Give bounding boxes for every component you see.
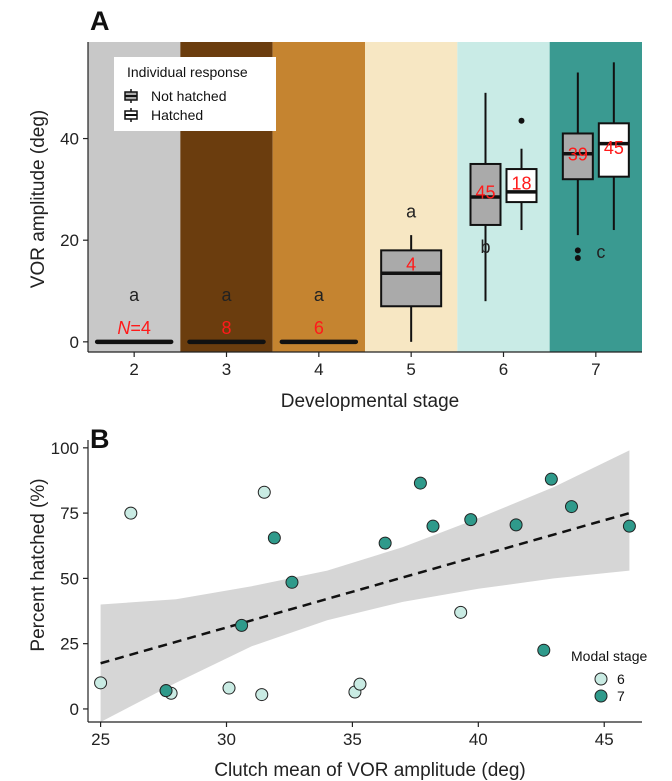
sample-size-stage-6-hatched: 18 <box>511 174 531 194</box>
stage-band-7 <box>549 42 642 352</box>
point-stage-7-11 <box>564 500 578 514</box>
box-stage-7-not-hatched <box>561 132 594 181</box>
point-stage-7-12 <box>622 519 636 533</box>
panel-a-x-tick-label-6: 6 <box>499 360 508 379</box>
confidence-band <box>100 450 630 722</box>
panel-a-x-axis-title: Developmental stage <box>281 391 460 412</box>
stage-band-4 <box>272 42 365 352</box>
legend-label-not-hatched: Not hatched <box>151 88 227 104</box>
legend-label-stage-7: 7 <box>617 688 625 704</box>
legend-key-hatched <box>124 108 138 122</box>
panel-b-legend: Modal stage 6 7 <box>571 648 647 704</box>
point-stage-6-8 <box>353 677 367 691</box>
panel-a-legend-background <box>114 57 276 131</box>
significance-letter-stage-4: a <box>314 285 325 305</box>
point-stage-7-8 <box>509 518 523 532</box>
scatter-points <box>94 472 636 702</box>
sample-size-stage-7-hatched: 45 <box>604 138 624 158</box>
sample-size-prefix: N <box>117 318 131 338</box>
panel-b-y-tick-label-100: 100 <box>51 439 79 458</box>
point-stage-7-1 <box>235 618 249 632</box>
sample-size-stage-4-not-hatched: 6 <box>314 318 324 338</box>
point-stage-7-2 <box>267 531 281 545</box>
legend-swatch-stage-6 <box>594 672 608 686</box>
panel-b-y-tick-label-75: 75 <box>60 504 79 523</box>
box-stage-6-hatched-outlier-0 <box>518 117 525 124</box>
sample-size-value: =4 <box>130 318 151 338</box>
box-stage-6-not-hatched <box>469 162 502 226</box>
point-stage-7-4 <box>378 536 392 550</box>
box-stage-6-hatched <box>505 168 538 204</box>
point-stage-6-5 <box>255 688 269 702</box>
significance-letters: a a a a b c <box>129 201 605 305</box>
significance-letter-stage-2: a <box>129 285 140 305</box>
box-stage-7-not-hatched-outlier-0 <box>574 247 581 254</box>
box-stage-7-hatched <box>597 122 630 178</box>
sample-size-stage-7-not-hatched: 39 <box>568 144 588 164</box>
panel-a-legend: Individual response Not hatched Hatched <box>114 57 276 131</box>
trend-line-dashed <box>100 511 630 665</box>
significance-letter-stage-5: a <box>406 201 417 221</box>
point-stage-6-9 <box>454 605 468 619</box>
point-stage-6-6 <box>257 485 271 499</box>
panel-b-x-axis-title: Clutch mean of VOR amplitude (deg) <box>214 760 526 781</box>
legend-label-hatched: Hatched <box>151 107 203 123</box>
panel-a-x-tick-label-7: 7 <box>591 360 600 379</box>
significance-letter-stage-7: c <box>596 242 605 262</box>
box-stage-5-not-hatched <box>380 249 443 308</box>
point-stage-7-5 <box>413 476 427 490</box>
confidence-band-area <box>100 450 630 722</box>
panel-b-label: B <box>90 424 110 454</box>
sample-size-stage-5-not-hatched: 4 <box>406 254 416 274</box>
significance-letter-stage-6: b <box>480 237 490 257</box>
panel-b-axes: 0 25 50 75 100 25 30 35 40 45 <box>51 439 642 749</box>
panel-b-y-tick-label-50: 50 <box>60 569 79 588</box>
point-stage-6-1 <box>124 506 138 520</box>
legend-swatch-stage-7 <box>594 689 608 703</box>
sample-size-stage-3-not-hatched: 8 <box>221 318 231 338</box>
box-stage-7-not-hatched-outlier-1 <box>574 254 581 261</box>
panel-a-y-axis-title: VOR amplitude (deg) <box>28 110 49 288</box>
point-stage-7-6 <box>426 519 440 533</box>
point-stage-7-3 <box>285 575 299 589</box>
panel-a-legend-title: Individual response <box>127 64 248 80</box>
panel-b-y-axis-title: Percent hatched (%) <box>28 478 49 651</box>
panel-b-x-tick-label-25: 25 <box>91 730 110 749</box>
panel-a-label: A <box>90 6 110 36</box>
panel-b-y-tick-label-0: 0 <box>70 700 79 719</box>
significance-letter-stage-3: a <box>221 285 232 305</box>
sample-size-stage-6-not-hatched: 45 <box>475 182 495 202</box>
sample-size-stage-2-not-hatched: N=4 <box>117 318 151 338</box>
point-stage-7-7 <box>464 513 478 527</box>
panel-b-x-tick-label-30: 30 <box>217 730 236 749</box>
legend-key-not-hatched <box>124 89 138 103</box>
panel-a-x-tick-label-5: 5 <box>406 360 415 379</box>
panel-a-y-tick-label-0: 0 <box>70 333 79 352</box>
panel-a-y-tick-label-40: 40 <box>60 130 79 149</box>
panel-a-x-tick-label-3: 3 <box>222 360 231 379</box>
panel-b: 0 25 50 75 100 25 30 35 40 45 B Percent hatched (… <box>28 424 647 781</box>
panel-b-y-tick-label-25: 25 <box>60 635 79 654</box>
panel-a-y-tick-label-20: 20 <box>60 231 79 250</box>
point-stage-6-4 <box>222 681 236 695</box>
point-stage-7-10 <box>544 472 558 486</box>
panel-a-x-tick-label-4: 4 <box>314 360 323 379</box>
point-stage-7-0 <box>159 684 173 698</box>
panel-b-x-tick-label-40: 40 <box>469 730 488 749</box>
panel-a-x-tick-label-2: 2 <box>129 360 138 379</box>
panel-b-legend-title: Modal stage <box>571 648 647 664</box>
legend-label-stage-6: 6 <box>617 671 625 687</box>
sample-size-labels: N=4 8 6 4 45 18 39 45 <box>117 138 623 338</box>
point-stage-7-9 <box>537 643 551 657</box>
panel-b-x-tick-label-35: 35 <box>343 730 362 749</box>
point-stage-6-0 <box>94 676 108 690</box>
boxplots <box>94 62 630 345</box>
panel-b-x-tick-label-45: 45 <box>595 730 614 749</box>
trend-line <box>100 511 630 665</box>
